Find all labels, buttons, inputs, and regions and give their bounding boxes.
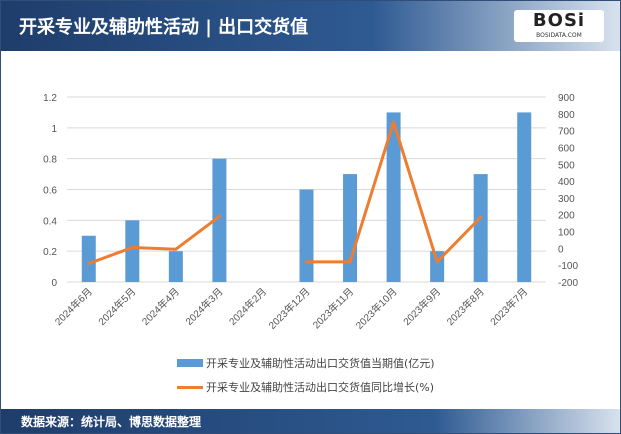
bar xyxy=(168,251,183,282)
right-tick-label: 400 xyxy=(558,177,575,188)
line-point xyxy=(435,260,439,264)
x-tick-label: 2023年8月 xyxy=(444,285,487,328)
x-tick-label: 2023年9月 xyxy=(400,285,443,328)
legend-line: 开采专业及辅助性活动出口交货值同比增长(%) xyxy=(177,379,434,395)
legend-bar-swatch xyxy=(177,359,203,367)
logo-text: BOSi xyxy=(532,10,586,31)
page-title: 开采专业及辅助性活动 | 出口交货值 xyxy=(19,17,309,38)
bar xyxy=(125,220,140,282)
line-point xyxy=(87,262,91,265)
right-tick-label: 100 xyxy=(558,228,575,239)
x-tick-label: 2023年10月 xyxy=(353,285,400,332)
left-tick-label: 0.4 xyxy=(43,216,57,227)
bar xyxy=(473,174,488,282)
line-point xyxy=(174,247,178,251)
left-tick-label: 0.6 xyxy=(43,186,57,197)
bar xyxy=(212,158,227,282)
x-tick-label: 2024年3月 xyxy=(183,285,226,328)
bar xyxy=(386,112,401,283)
line-series xyxy=(88,215,221,265)
left-tick-label: 1 xyxy=(51,124,57,135)
legend-line-swatch xyxy=(177,385,203,389)
line-point xyxy=(305,260,308,264)
bar xyxy=(81,235,96,282)
source-text: 数据来源：统计局、博思数据整理 xyxy=(21,415,202,429)
legend-bar: 开采专业及辅助性活动出口交货值当期值(亿元) xyxy=(177,355,435,371)
line-point xyxy=(217,214,221,218)
logo-sub: BOSIDATA.COM xyxy=(536,32,582,39)
x-tick-label: 2024年2月 xyxy=(226,285,269,328)
chart: 0 0.2 0.4 0.6 0.8 1 1.2 -200 -100 0 100 200 300 400 50… xyxy=(43,93,578,332)
bar xyxy=(517,112,532,283)
line-point xyxy=(479,215,483,219)
right-tick-label: 800 xyxy=(558,110,575,121)
right-tick-label: 0 xyxy=(558,244,564,255)
x-tick-label: 2023年12月 xyxy=(266,285,313,332)
right-tick-label: 300 xyxy=(558,194,575,205)
header-bar: 开采专业及辅助性活动 | 出口交货值 BOSi BOSIDATA.COM xyxy=(1,1,620,51)
left-tick-label: 0 xyxy=(51,278,57,289)
bar xyxy=(299,189,314,282)
right-tick-label: 700 xyxy=(558,127,575,138)
right-tick-label: 900 xyxy=(558,93,575,104)
x-tick-label: 2024年4月 xyxy=(139,285,182,328)
x-tick-label: 2024年5月 xyxy=(95,285,138,328)
line-point xyxy=(130,246,134,250)
legend-bar-label: 开采专业及辅助性活动出口交货值当期值(亿元) xyxy=(206,357,435,370)
legend-line-label: 开采专业及辅助性活动出口交货值同比增长(%) xyxy=(206,381,435,394)
bosi-logo: BOSi BOSIDATA.COM xyxy=(514,10,604,42)
x-tick-label: 2023年11月 xyxy=(310,285,356,331)
right-tick-label: 600 xyxy=(558,143,575,154)
left-tick-label: 0.8 xyxy=(43,155,57,166)
right-tick-label: -200 xyxy=(558,278,578,289)
line-point xyxy=(348,260,352,264)
x-tick-label: 2023年7月 xyxy=(487,285,530,328)
bar xyxy=(343,174,358,282)
right-tick-label: -100 xyxy=(558,261,578,272)
footer-bar: 数据来源：统计局、博思数据整理 xyxy=(1,409,620,433)
line-point xyxy=(392,120,396,124)
right-tick-label: 500 xyxy=(558,160,575,171)
x-tick-label: 2024年6月 xyxy=(52,285,95,328)
left-tick-label: 1.2 xyxy=(43,93,57,104)
left-tick-label: 0.2 xyxy=(43,247,57,258)
right-tick-label: 200 xyxy=(558,211,575,222)
